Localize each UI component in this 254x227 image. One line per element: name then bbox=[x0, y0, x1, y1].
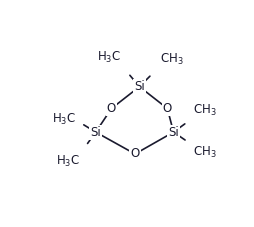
Text: O: O bbox=[106, 102, 116, 115]
Text: Si: Si bbox=[90, 126, 101, 139]
Text: O: O bbox=[162, 102, 171, 115]
Text: Si: Si bbox=[167, 126, 178, 139]
Text: O: O bbox=[130, 148, 139, 160]
Text: $\mathregular{H_3C}$: $\mathregular{H_3C}$ bbox=[51, 112, 75, 127]
Text: Si: Si bbox=[134, 80, 144, 93]
Text: $\mathregular{H_3C}$: $\mathregular{H_3C}$ bbox=[56, 154, 80, 169]
Text: $\mathregular{CH_3}$: $\mathregular{CH_3}$ bbox=[192, 103, 216, 118]
Text: $\mathregular{CH_3}$: $\mathregular{CH_3}$ bbox=[192, 145, 216, 160]
Text: $\mathregular{CH_3}$: $\mathregular{CH_3}$ bbox=[159, 52, 183, 67]
Text: $\mathregular{H_3C}$: $\mathregular{H_3C}$ bbox=[97, 50, 121, 65]
